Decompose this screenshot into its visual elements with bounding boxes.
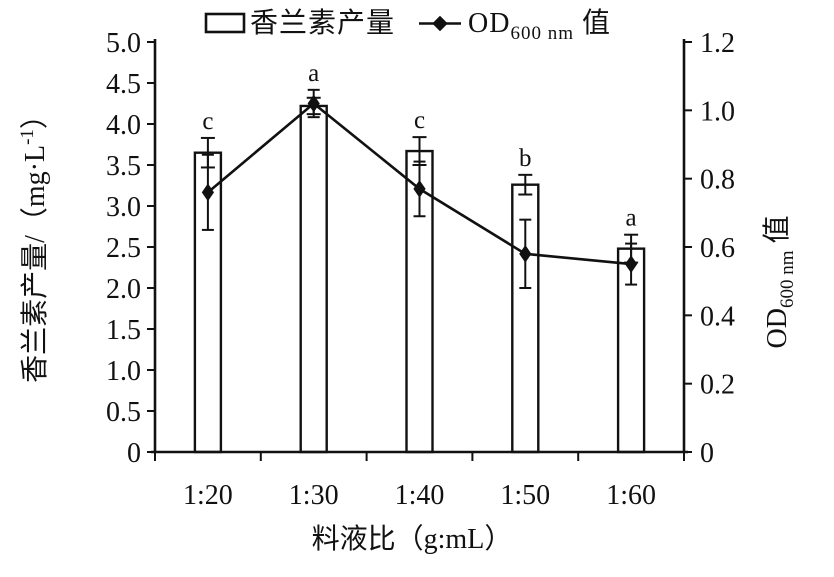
right-tick-label-0.6: 0.6 (700, 233, 735, 264)
right-tick-label-0: 0 (700, 438, 714, 469)
right-tick-label-1.0: 1.0 (700, 96, 735, 127)
left-tick-label-4.0: 4.0 (106, 110, 141, 141)
x-category-label-1:50: 1:50 (500, 480, 550, 511)
axis-title-fragment: -1 (17, 129, 38, 145)
legend-label-vanillin: 香兰素产量 (250, 7, 395, 39)
od-point-1:20 (201, 183, 215, 202)
left-tick-label-1.5: 1.5 (106, 315, 141, 346)
left-tick-label-3.0: 3.0 (106, 192, 141, 223)
axis-title-fragment: ） (19, 101, 51, 129)
axis-title-fragment: 香兰素产量/（mg·L (19, 145, 51, 383)
axis-title-fragment: 值 (761, 216, 793, 251)
left-tick-label-4.5: 4.5 (106, 69, 141, 100)
axis-title-fragment: OD (468, 8, 510, 39)
od-point-1:60 (624, 255, 638, 273)
left-axis-title: 香兰素产量/（mg·L-1） (17, 101, 51, 383)
left-tick-label-5.0: 5.0 (106, 28, 141, 59)
right-tick-label-1.2: 1.2 (700, 28, 735, 59)
x-category-label-1:60: 1:60 (606, 480, 656, 511)
bar-1:60 (616, 247, 646, 454)
left-tick-label-0.5: 0.5 (106, 397, 141, 428)
right-tick-label-0.8: 0.8 (700, 165, 735, 196)
legend-label-od: OD600 nm 值 (468, 7, 611, 44)
x-category-label-1:30: 1:30 (289, 480, 339, 511)
bar-errorbar-1:50 (518, 173, 533, 196)
left-tick-label-2.0: 2.0 (106, 274, 141, 305)
x-category-label-1:20: 1:20 (183, 480, 233, 511)
x-axis-title: 料液比（g:mL） (312, 523, 513, 555)
sig-letter-1:40: c (414, 107, 425, 134)
sig-letter-1:30: a (308, 60, 319, 87)
right-axis-title: OD600 nm 值 (761, 216, 798, 349)
od-point-1:30 (307, 94, 320, 113)
axis-title-fragment: 600 nm (510, 23, 574, 44)
right-tick-label-0.4: 0.4 (700, 301, 735, 332)
od-point-1:40 (413, 180, 426, 198)
x-category-label-1:40: 1:40 (395, 480, 445, 511)
sig-letter-1:60: a (626, 205, 637, 232)
legend-bar-swatch (204, 12, 246, 34)
left-tick-label-2.5: 2.5 (106, 233, 141, 264)
sig-letter-1:20: c (202, 108, 213, 135)
od-point-1:50 (519, 244, 532, 263)
right-tick-label-0.2: 0.2 (700, 370, 735, 401)
axis-title-fragment: OD (762, 308, 793, 348)
left-tick-label-3.5: 3.5 (106, 151, 141, 182)
left-tick-label-1.0: 1.0 (106, 356, 141, 387)
axis-title-fragment: 600 nm (777, 250, 798, 308)
legend-diamond-icon (432, 15, 448, 32)
left-tick-label-0: 0 (127, 438, 141, 469)
legend: 香兰素产量 OD600 nm 值 (204, 7, 611, 44)
axis-title-fragment: 值 (574, 7, 611, 39)
bar-1:30 (299, 104, 328, 454)
sig-letter-1:50: b (519, 145, 532, 172)
